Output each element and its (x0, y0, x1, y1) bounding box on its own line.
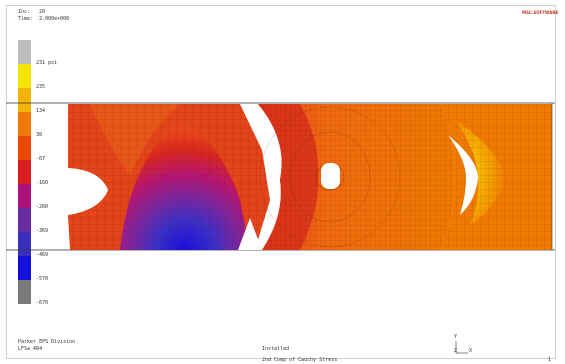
axis-z-label: Z (454, 348, 458, 354)
legend-swatch (18, 160, 31, 184)
job-label: LFSa 404 (18, 346, 43, 352)
legend-colorbar (18, 40, 31, 304)
center-hole (321, 163, 340, 189)
page-number: 1 (548, 357, 552, 363)
increment-label: Inc: (18, 9, 31, 15)
legend-swatch (18, 112, 31, 136)
legend-label: -670 (36, 300, 49, 306)
axis-triad (455, 341, 468, 354)
legend-label: -160 (36, 180, 49, 186)
state-label: Installed (262, 346, 290, 352)
legend-label: -260 (36, 204, 49, 210)
legend-label: 38 (36, 132, 43, 138)
time-readout: Time: 2.000e+000 (18, 16, 69, 22)
company-label: Parker EPS Division (18, 339, 76, 345)
legend-swatch (18, 208, 31, 232)
msc-software-logo: MSC.SOFTWARE (522, 10, 559, 15)
time-label: Time: (18, 16, 34, 22)
legend-swatch (18, 64, 31, 88)
legend-swatch (18, 280, 31, 304)
legend-label: -570 (36, 276, 49, 282)
legend-swatch (18, 88, 31, 112)
right-part (440, 104, 552, 250)
result-quantity-label: 2nd Comp of Cauchy Stress (262, 357, 338, 363)
legend-label: 231 psi (36, 60, 58, 66)
middle-part (258, 104, 455, 250)
legend-label: -469 (36, 252, 49, 258)
legend-swatch (18, 184, 31, 208)
legend-label: -67 (36, 156, 46, 162)
legend-swatch (18, 40, 31, 64)
increment-readout: Inc: 20 (18, 9, 45, 15)
legend-swatch (18, 256, 31, 280)
increment-value: 20 (39, 9, 46, 15)
legend-swatch (18, 136, 31, 160)
left-part (68, 104, 270, 250)
time-value: 2.000e+000 (39, 16, 70, 22)
legend-label: -369 (36, 228, 49, 234)
legend-label: 235 (36, 84, 46, 90)
legend-label: 134 (36, 108, 46, 114)
axis-y-label: Y (454, 334, 458, 340)
axis-x-label: X (469, 348, 473, 354)
